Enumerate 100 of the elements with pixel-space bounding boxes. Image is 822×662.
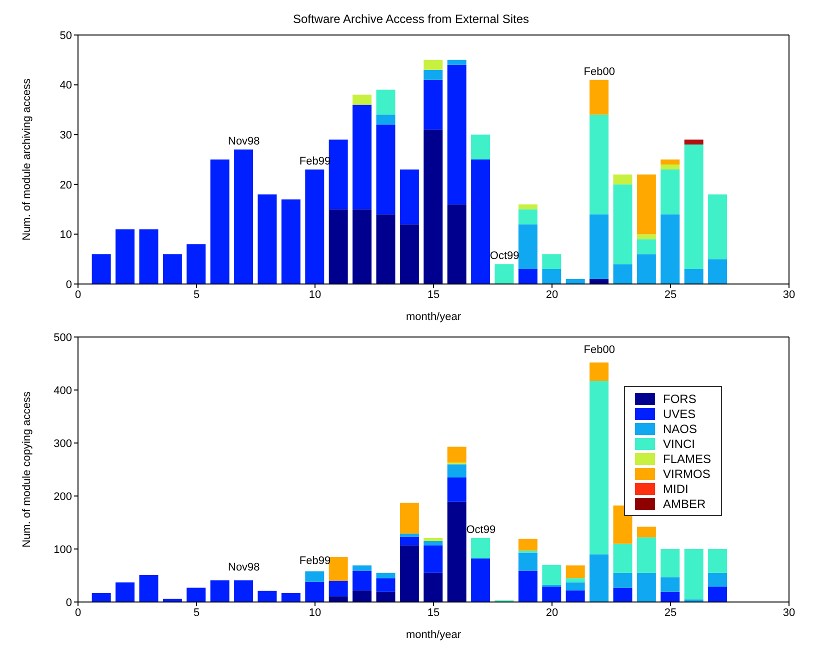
bar	[660, 169, 680, 214]
bar	[447, 60, 466, 65]
x-tick-label: 30	[782, 288, 796, 301]
bar	[613, 174, 632, 184]
bar	[542, 586, 562, 602]
x-axis-title: month/year	[406, 629, 462, 641]
bar	[328, 596, 348, 602]
bar	[613, 184, 632, 264]
x-tick-label: 0	[74, 606, 82, 619]
bar	[636, 537, 656, 573]
bar	[613, 264, 632, 284]
bar	[352, 209, 372, 284]
annotation: Feb00	[584, 66, 615, 78]
bar	[162, 254, 182, 284]
bar	[590, 380, 609, 554]
bar	[684, 140, 704, 145]
bar	[613, 588, 632, 602]
bar	[376, 124, 396, 214]
bar	[92, 592, 111, 602]
bar	[328, 580, 348, 596]
bar	[542, 564, 562, 586]
bar	[400, 534, 419, 537]
bar	[542, 269, 562, 284]
bar	[708, 586, 728, 602]
y-tick-label: 20	[60, 179, 72, 192]
bar	[305, 571, 324, 582]
bar	[424, 60, 443, 70]
legend-label: UVES	[663, 406, 696, 420]
bar	[400, 224, 419, 284]
bar	[518, 269, 538, 284]
bar	[328, 556, 348, 581]
bar	[636, 254, 656, 284]
bar	[708, 259, 728, 284]
bar	[376, 90, 396, 115]
bar	[590, 279, 609, 284]
legend-label: FLAMES	[663, 452, 712, 466]
bar	[660, 592, 680, 602]
bar	[684, 144, 704, 270]
x-tick-label: 10	[308, 288, 322, 301]
bar	[376, 572, 396, 578]
bar	[258, 590, 277, 602]
legend-label: MIDI	[663, 482, 688, 496]
annotation: Feb00	[584, 344, 615, 356]
bar	[328, 140, 348, 210]
bar	[566, 279, 585, 284]
bar	[400, 502, 419, 534]
bar	[424, 538, 443, 542]
bar	[471, 134, 490, 160]
bar	[186, 588, 206, 602]
bar	[447, 464, 466, 478]
bar	[660, 214, 680, 284]
x-tick-label: 30	[782, 606, 796, 619]
bar	[590, 80, 609, 115]
y-tick-label: 0	[66, 278, 72, 291]
bar	[424, 572, 443, 602]
bar	[613, 544, 632, 573]
bar	[305, 582, 324, 602]
bar	[116, 229, 135, 284]
y-tick-label: 40	[60, 80, 72, 92]
bar	[376, 578, 396, 592]
bar	[376, 114, 396, 125]
bar	[636, 572, 656, 602]
x-axis-title: month/year	[406, 311, 462, 323]
bar	[590, 214, 609, 280]
bar	[352, 94, 372, 105]
bar	[660, 549, 680, 578]
bar	[447, 446, 466, 463]
bar	[660, 160, 680, 164]
bar	[471, 558, 490, 602]
bar	[92, 254, 111, 284]
bar	[376, 214, 396, 284]
y-axis-title: Num. of module copying access	[20, 391, 33, 548]
bar	[447, 502, 466, 602]
annotation: Oct99	[466, 524, 496, 536]
bar	[234, 580, 254, 602]
bar	[518, 570, 538, 602]
bar	[636, 239, 656, 254]
legend-label: VINCI	[663, 436, 696, 450]
bar	[566, 578, 585, 582]
x-tick-label: 15	[427, 606, 440, 619]
bar	[139, 229, 158, 284]
bar	[424, 70, 443, 80]
legend-label: AMBER	[663, 496, 706, 510]
bar	[234, 150, 254, 284]
bar	[210, 580, 230, 602]
bar	[447, 64, 466, 204]
y-tick-label: 300	[54, 438, 72, 450]
x-tick-label: 5	[193, 288, 200, 301]
bar	[186, 244, 206, 284]
x-tick-label: 25	[664, 288, 677, 301]
bar	[116, 582, 135, 602]
y-tick-label: 100	[54, 544, 72, 556]
y-tick-label: 400	[54, 384, 72, 397]
bar	[708, 549, 728, 573]
x-tick-label: 0	[74, 288, 82, 301]
bar	[400, 536, 419, 546]
bar	[400, 545, 419, 602]
bar	[518, 224, 538, 270]
bar	[636, 174, 656, 234]
bar	[566, 565, 585, 578]
